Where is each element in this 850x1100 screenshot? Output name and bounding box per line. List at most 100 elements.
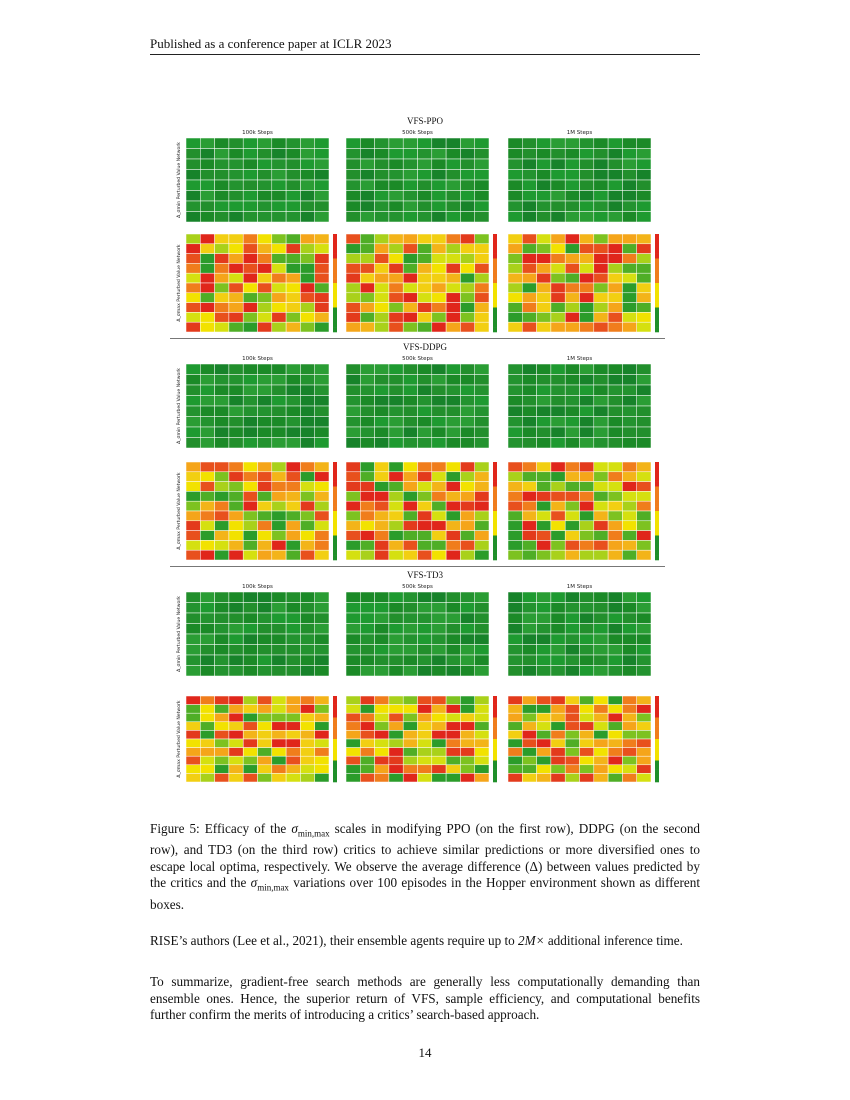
heatmap-cell [622, 272, 637, 284]
heatmap-cell [214, 321, 230, 333]
colorbar-segment [493, 530, 497, 536]
heatmap-cell [445, 704, 461, 714]
heatmap-cell [402, 730, 418, 740]
heatmap-cell [271, 148, 287, 160]
colorbar-segment [655, 764, 659, 770]
heatmap-cell [460, 395, 475, 407]
heatmap-cell [431, 461, 447, 473]
heatmap-cell [417, 612, 433, 624]
heatmap-cell [314, 633, 330, 645]
colorbar-segment [493, 501, 497, 507]
heatmap-cell [593, 437, 609, 449]
colorbar-segment [333, 730, 337, 735]
heatmap-cell [185, 302, 201, 313]
heatmap-cell [185, 773, 201, 783]
heatmap-cell [200, 179, 215, 191]
heatmap-cell [460, 363, 475, 375]
heatmap-cell [460, 704, 475, 714]
heatmap-cell [314, 179, 330, 191]
colorbar-segment [655, 769, 659, 774]
heatmap-cell [622, 263, 637, 274]
heatmap-cell [550, 190, 566, 202]
heatmap-cell [622, 500, 637, 512]
heatmap-cell [622, 243, 637, 254]
heatmap-cell [374, 179, 390, 191]
colorbar-segment [655, 302, 659, 308]
heatmap-cell [431, 721, 447, 731]
heatmap-cell [388, 169, 404, 181]
heatmap-cell [257, 243, 273, 254]
heatmap-cell [374, 437, 390, 449]
heatmap-cell [388, 510, 404, 522]
heatmap-cell [314, 200, 330, 212]
heatmap-cell [636, 591, 652, 603]
heatmap-cell [460, 426, 475, 438]
heatmap-cell [388, 764, 404, 774]
colorbar-segment [655, 756, 659, 761]
colorbar-segment [655, 713, 659, 718]
heatmap-cell [314, 471, 330, 482]
heatmap-cell [214, 253, 230, 264]
heatmap-cell [564, 712, 580, 723]
heatmap-cell [242, 272, 258, 284]
heatmap-cell [564, 272, 580, 284]
heatmap-cell [214, 405, 230, 417]
heatmap-cell [300, 540, 315, 551]
heatmap-cell [550, 721, 566, 731]
heatmap-cell [445, 540, 461, 551]
heatmap-cell [507, 282, 523, 294]
heatmap-cell [242, 312, 258, 323]
heatmap-cell [314, 302, 330, 313]
heatmap-cell [388, 695, 404, 705]
heatmap-cell [300, 416, 315, 428]
heatmap-cell [242, 190, 258, 202]
heatmap-cell [536, 764, 552, 774]
heatmap-cell [593, 243, 609, 254]
colorbar-segment [655, 268, 659, 274]
heatmap-cell [285, 374, 301, 386]
heatmap-cell [474, 540, 490, 551]
heatmap-cell [550, 773, 566, 783]
heatmap-cell [185, 633, 201, 645]
heatmap-cell [300, 747, 315, 757]
heatmap-cell [636, 612, 652, 624]
heatmap-cell [474, 292, 490, 303]
heatmap-cell [522, 747, 537, 757]
heatmap-cell [285, 654, 301, 666]
heatmap-cell [228, 282, 244, 294]
heatmap-cell [579, 530, 595, 541]
heatmap-cell [402, 755, 418, 766]
heatmap-cell [522, 633, 537, 645]
heatmap-cell [460, 384, 475, 396]
heatmap-cell [536, 540, 552, 551]
section-title-ppo: VFS-PPO [406, 116, 444, 126]
heatmap-cell [607, 602, 623, 614]
heatmap-cell [622, 510, 637, 522]
heatmap-cell [345, 773, 361, 783]
heatmap-cell [522, 540, 537, 551]
heatmap-cell [214, 602, 230, 614]
heatmap-cell [257, 302, 273, 313]
heatmap-cell [185, 461, 201, 473]
heatmap-cell [536, 704, 552, 714]
heatmap-cell [360, 321, 375, 333]
heatmap-cell [607, 263, 623, 274]
heatmap-cell [622, 755, 637, 766]
colorbar-segment [333, 486, 337, 492]
heatmap-cell [257, 633, 273, 645]
heatmap-cell [431, 712, 447, 723]
heatmap-cell [536, 312, 552, 323]
heatmap-cell [636, 363, 652, 375]
heatmap-cell [242, 633, 258, 645]
heatmap-cell [314, 738, 330, 748]
heatmap-cell [388, 312, 404, 323]
heatmap-cell [622, 233, 637, 245]
heatmap-cell [445, 471, 461, 482]
heatmap-cell [200, 312, 215, 323]
colorbar-segment [333, 777, 337, 783]
heatmap-cell [550, 665, 566, 677]
heatmap-cell [228, 169, 244, 181]
heatmap-cell [360, 491, 375, 502]
heatmap-cell [388, 530, 404, 541]
heatmap-cell [417, 481, 433, 492]
